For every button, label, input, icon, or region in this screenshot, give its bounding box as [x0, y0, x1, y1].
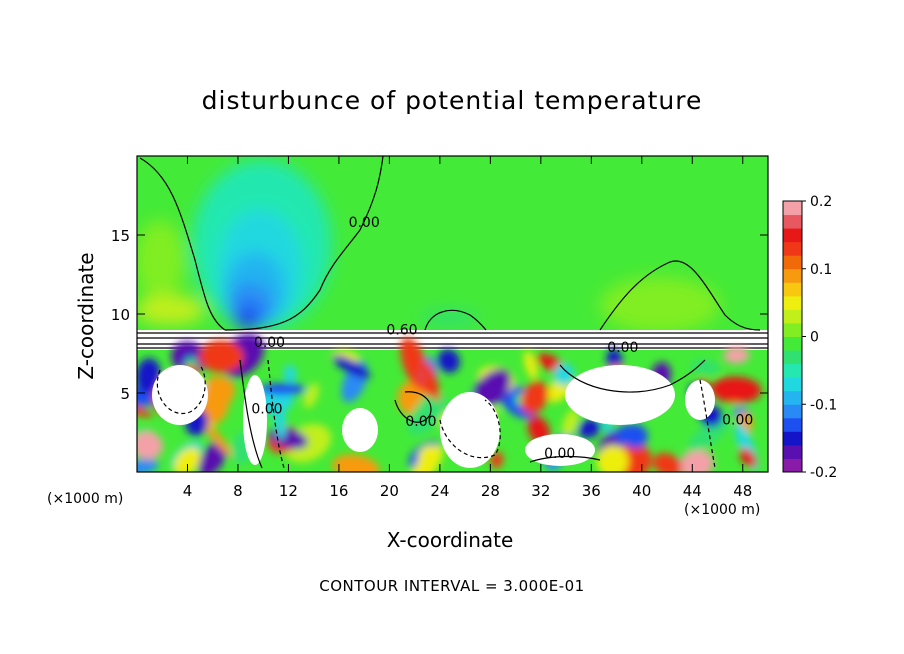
contour-label: 0.00: [349, 215, 380, 231]
turbulence-patch: [421, 361, 440, 407]
x-tick-label: 40: [632, 482, 651, 500]
x-tick-label: 24: [430, 482, 449, 500]
turbulence-patch: [688, 417, 730, 452]
turbulence-patch: [615, 424, 644, 446]
x-axis-label: X-coordinate: [386, 528, 514, 552]
colorbar-swatch: [783, 363, 802, 378]
turbulence-patch: [198, 439, 228, 472]
colorbar: -0.2 -0.1 0 0.1 0.2: [782, 194, 837, 481]
colorbar-tick-label: 0: [810, 330, 819, 346]
colorbar-swatch: [783, 458, 802, 473]
x-tick-label: 4: [183, 482, 193, 500]
x-tick-label: 12: [279, 482, 298, 500]
turbulence-patch: [561, 409, 579, 438]
turbulence-patch: [202, 376, 236, 409]
heatmap-field: 0.00 0.60 0.00 0.00 0.00 0.00 0.00 0.00: [137, 156, 768, 472]
chart-title: disturbunce of potential temperature: [201, 86, 703, 115]
contour-label: 0.00: [405, 414, 436, 430]
turbulence-patch: [274, 400, 286, 440]
x-axis: 4 8 12 16 20 24 28 32 36 40 44 48: [183, 156, 752, 500]
contour-label: 0.00: [544, 446, 575, 462]
contour-lines: [139, 156, 761, 469]
x-tick-label: 48: [733, 482, 752, 500]
colorbar-swatch: [783, 444, 802, 459]
x-tick-label: 8: [233, 482, 243, 500]
contour-labels: 0.00 0.60 0.00 0.00 0.00 0.00 0.00 0.00: [251, 215, 753, 462]
colorbar-swatch: [783, 404, 802, 419]
turbulence-patch: [577, 419, 601, 438]
colorbar-swatch: [783, 390, 802, 405]
contour-label: 0.00: [254, 335, 285, 351]
turbulence-patch: [437, 349, 460, 373]
x-tick-label: 36: [582, 482, 601, 500]
x-tick-label: 16: [329, 482, 348, 500]
colorbar-tick-label: 0.1: [810, 262, 832, 278]
colorbar-swatch: [783, 322, 802, 337]
colorbar-swatch: [783, 241, 802, 256]
turbulence-patch: [739, 448, 757, 468]
turbulence-patch: [521, 381, 549, 415]
contour-label: 0.60: [386, 323, 417, 339]
colorbar-tick-label: -0.1: [810, 397, 837, 413]
x-tick-label: 32: [531, 482, 550, 500]
colorbar-tick-label: 0.2: [810, 194, 832, 210]
turbulence-patch: [679, 449, 714, 472]
colorbar-swatch: [783, 336, 802, 351]
colorbar-swatch: [783, 214, 802, 229]
turbulence-patch: [283, 364, 297, 384]
y-tick-label: 5: [120, 385, 130, 403]
turbulence-patch: [418, 444, 438, 465]
turbulence-patch: [653, 452, 682, 472]
turbulence-patch: [332, 454, 380, 472]
y-axis-label: Z-coordinate: [74, 252, 98, 380]
colorbar-swatch: [783, 431, 802, 446]
colorbar-swatch: [783, 268, 802, 283]
y-tick-label: 15: [111, 227, 130, 245]
colorbar-swatch: [783, 295, 802, 310]
contour-interval-note: CONTOUR INTERVAL = 3.000E-01: [319, 577, 585, 595]
turbulence-patch: [173, 447, 202, 472]
interface-band: [137, 330, 768, 350]
lower-layer-blobs: [152, 365, 715, 468]
colorbar-swatch: [783, 201, 802, 216]
colorbar-swatch: [783, 309, 802, 324]
colorbar-swatch: [783, 282, 802, 297]
turbulence-patch: [553, 363, 575, 386]
turbulence-patch: [201, 419, 234, 458]
contour-label: 0.00: [607, 340, 638, 356]
x-tick-label: 44: [683, 482, 702, 500]
y-tick-label: 10: [111, 306, 130, 324]
x-unit-label-left: (×1000 m): [47, 491, 124, 507]
turbulence-patch: [524, 350, 538, 380]
colorbar-swatch: [783, 228, 802, 243]
turbulence-patch: [198, 340, 244, 373]
turbulence-patch: [303, 383, 319, 408]
turbulence-patch: [137, 431, 163, 460]
turbulence-patch: [723, 346, 750, 364]
x-tick-label: 20: [380, 482, 399, 500]
turbulence-patch: [710, 376, 762, 404]
x-tick-label: 28: [481, 482, 500, 500]
contour-label: 0.00: [722, 413, 753, 429]
x-unit-label-right: (×1000 m): [684, 502, 761, 518]
turbulence-patch: [258, 383, 306, 395]
y-axis: 5 10 15: [111, 227, 768, 403]
contour-label: 0.00: [251, 402, 282, 418]
turbulence-patch: [596, 445, 629, 472]
turbulence-patch: [690, 359, 720, 375]
colorbar-tick-label: -0.2: [810, 465, 837, 481]
turbulence-patch: [332, 355, 371, 379]
colorbar-swatch: [783, 377, 802, 392]
colorbar-swatch: [783, 417, 802, 432]
colorbar-swatch: [783, 350, 802, 365]
colorbar-swatch: [783, 255, 802, 270]
